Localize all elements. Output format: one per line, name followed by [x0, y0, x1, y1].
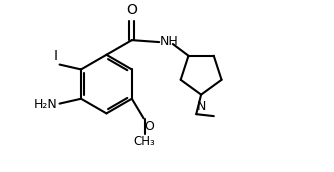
Text: H₂N: H₂N: [34, 98, 58, 111]
Text: CH₃: CH₃: [134, 135, 155, 148]
Text: NH: NH: [160, 35, 179, 48]
Text: O: O: [126, 3, 137, 17]
Text: N: N: [196, 100, 206, 112]
Text: I: I: [54, 49, 58, 63]
Text: O: O: [145, 120, 154, 133]
